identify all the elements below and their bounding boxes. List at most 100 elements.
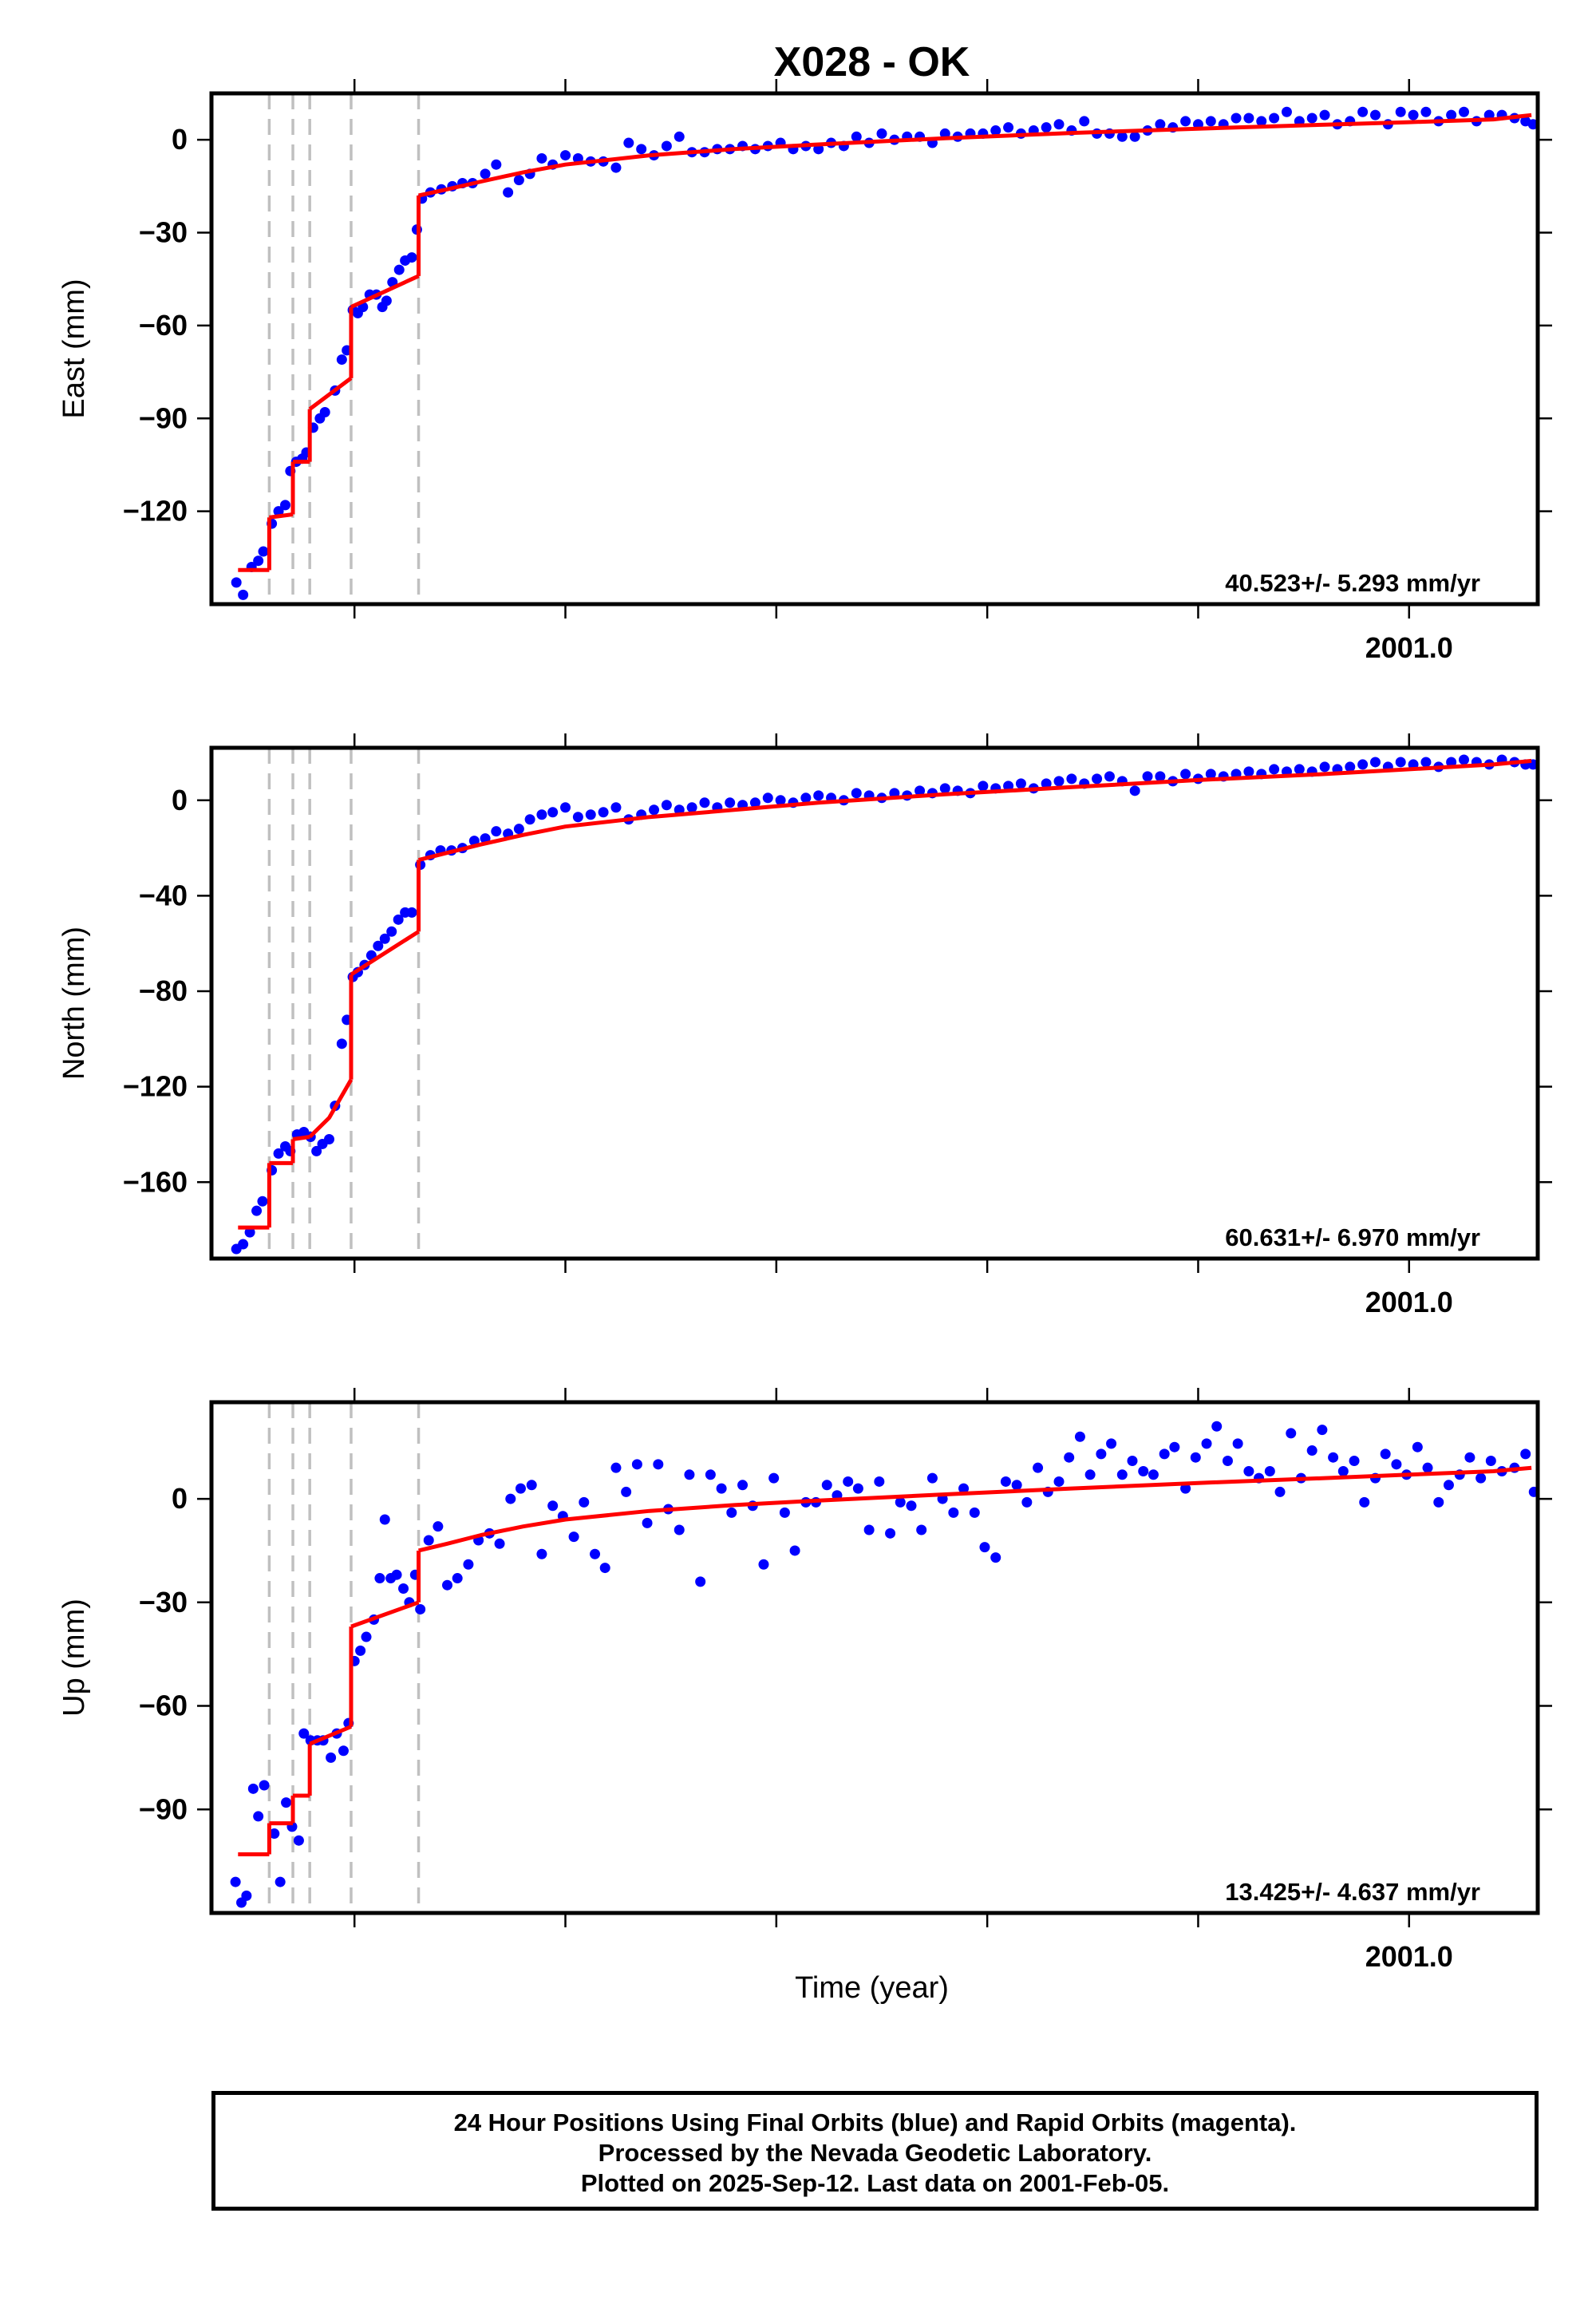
north-data-point-103: [1345, 761, 1356, 773]
up-data-point-88: [1021, 1496, 1033, 1508]
east-data-point-0: [231, 577, 242, 588]
north-data-point-92: [1205, 769, 1216, 780]
up-data-point-27: [398, 1583, 409, 1595]
east-data-point-43: [560, 150, 571, 161]
east-data-point-1: [238, 589, 249, 600]
up-data-point-17: [338, 1745, 349, 1757]
north-data-point-111: [1446, 757, 1457, 768]
east-data-point-66: [851, 131, 862, 142]
north-data-point-37: [513, 824, 524, 835]
up-data-point-102: [1169, 1441, 1180, 1452]
up-data-point-83: [969, 1507, 980, 1518]
east-data-point-78: [1003, 122, 1014, 133]
north-data-point-44: [598, 807, 609, 818]
north-data-point-81: [1066, 773, 1077, 785]
up-data-point-79: [926, 1472, 938, 1484]
up-data-point-65: [779, 1507, 790, 1518]
north-data-point-64: [851, 788, 862, 799]
north-data-point-87: [1142, 771, 1153, 782]
north-data-point-25: [393, 914, 404, 925]
north-model-segment-5: [417, 758, 1532, 863]
up-data-point-115: [1306, 1445, 1317, 1456]
north-data-point-79: [1041, 778, 1052, 789]
north-data-point-107: [1395, 757, 1406, 768]
footer-line-2: Processed by the Nevada Geodetic Laborat…: [598, 2139, 1152, 2167]
up-data-point-95: [1096, 1448, 1107, 1460]
east-data-point-114: [1458, 106, 1469, 117]
east-data-point-103: [1319, 109, 1330, 121]
up-data-point-47: [590, 1548, 601, 1559]
east-data-point-111: [1420, 106, 1432, 117]
north-data-point-22: [373, 940, 384, 951]
north-data-point-12: [311, 1145, 322, 1156]
east-data-point-109: [1395, 106, 1406, 117]
up-data-point-48: [599, 1563, 610, 1574]
up-data-point-33: [442, 1579, 453, 1591]
up-data-point-104: [1190, 1452, 1201, 1463]
east-data-point-41: [536, 152, 547, 164]
east-data-point-113: [1446, 109, 1457, 121]
east-data-point-39: [513, 175, 524, 186]
up-ytick-label-2: −60: [139, 1690, 188, 1722]
north-ytick-label-1: −40: [139, 879, 188, 911]
north-data-point-40: [547, 807, 559, 818]
up-data-point-82: [958, 1483, 970, 1494]
up-data-point-11: [298, 1728, 310, 1739]
up-data-point-93: [1074, 1431, 1085, 1442]
north-data-point-97: [1269, 764, 1280, 775]
up-data-point-21: [361, 1631, 372, 1642]
up-data-point-75: [885, 1528, 896, 1539]
up-data-point-15: [326, 1752, 337, 1763]
north-ytick-label-0: 0: [172, 784, 188, 816]
north-data-point-35: [491, 826, 502, 837]
north-ytick-label-3: −120: [123, 1070, 188, 1103]
north-data-point-48: [649, 804, 660, 816]
north-ytick-label-2: −80: [139, 974, 188, 1007]
up-data-point-84: [979, 1542, 990, 1553]
east-data-point-77: [990, 125, 1001, 136]
up-data-point-34: [452, 1573, 463, 1584]
up-data-point-4: [253, 1811, 264, 1822]
east-data-point-98: [1256, 116, 1267, 127]
north-data-point-60: [800, 792, 812, 804]
east-data-point-68: [876, 128, 887, 139]
north-data-point-105: [1369, 757, 1381, 768]
east-data-point-38: [503, 187, 514, 198]
north-data-point-16: [336, 1038, 347, 1049]
north-y-axis-title: North (mm): [57, 927, 91, 1080]
up-data-point-86: [1000, 1476, 1011, 1487]
north-data-point-101: [1319, 761, 1330, 773]
north-data-point-45: [610, 802, 622, 813]
east-data-point-26: [393, 264, 405, 275]
north-model-segment-3: [308, 1078, 354, 1139]
north-data-point-27: [406, 907, 417, 918]
footer-line-1: 24 Hour Positions Using Final Orbits (bl…: [453, 2109, 1297, 2136]
up-data-point-120: [1359, 1496, 1370, 1508]
up-data-point-46: [579, 1496, 590, 1508]
up-data-point-126: [1422, 1462, 1433, 1473]
up-data-point-97: [1116, 1469, 1128, 1480]
up-data-point-81: [948, 1507, 959, 1518]
up-rate-label: 13.425+/- 4.637 mm/yr: [1225, 1878, 1480, 1906]
east-data-point-99: [1269, 113, 1280, 124]
up-data-point-111: [1264, 1465, 1275, 1476]
up-data-point-30: [415, 1603, 426, 1614]
north-data-point-95: [1243, 766, 1254, 777]
up-plot-frame: [209, 1400, 1540, 1915]
up-data-point-38: [494, 1538, 505, 1549]
up-data-point-107: [1222, 1456, 1233, 1467]
up-data-point-118: [1337, 1465, 1349, 1476]
east-data-point-16: [336, 354, 347, 366]
up-data-point-135: [1520, 1448, 1531, 1460]
north-data-point-77: [1015, 778, 1026, 789]
east-ytick-label-2: −60: [139, 309, 188, 342]
north-data-point-43: [585, 809, 596, 820]
east-xtick-label-0: 2001.0: [1365, 631, 1453, 664]
east-data-point-106: [1357, 106, 1369, 117]
east-model-segment-4: [350, 274, 420, 309]
up-data-point-131: [1476, 1472, 1487, 1484]
up-data-point-105: [1201, 1438, 1212, 1449]
north-data-point-90: [1180, 769, 1191, 780]
east-model-segment-3: [308, 376, 353, 411]
up-data-point-51: [631, 1459, 642, 1470]
